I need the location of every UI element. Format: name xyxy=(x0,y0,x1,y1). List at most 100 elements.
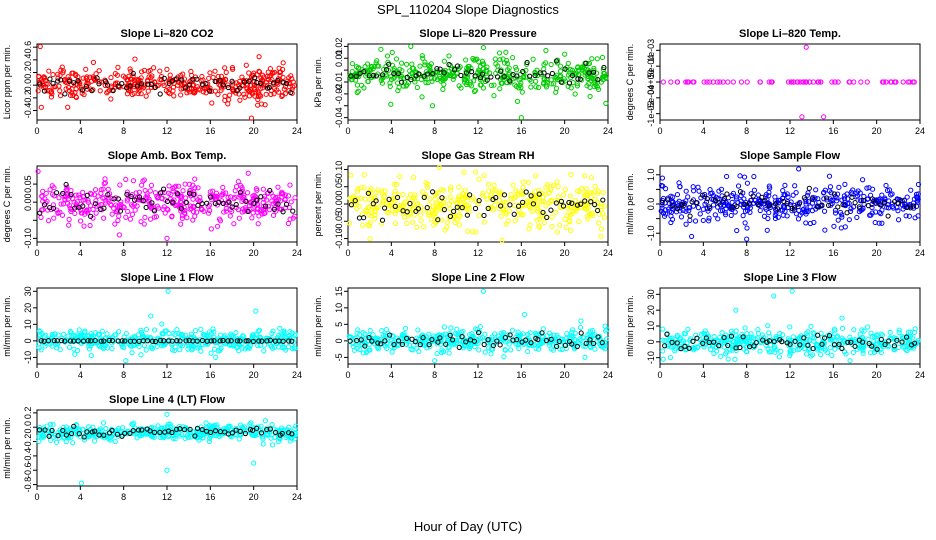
reference-point xyxy=(394,194,401,201)
reference-point xyxy=(143,204,149,211)
panel-title: Slope Li–820 Temp. xyxy=(739,28,841,40)
y-tick-label: 0.10 xyxy=(334,161,344,179)
data-point xyxy=(574,83,581,89)
reference-point xyxy=(578,201,584,207)
reference-point xyxy=(810,345,816,352)
y-tick-label: 5 xyxy=(334,322,344,327)
data-point xyxy=(207,70,213,76)
reference-point xyxy=(852,200,858,206)
data-point xyxy=(668,219,674,226)
data-point xyxy=(421,224,427,230)
reference-point xyxy=(441,207,447,213)
data-point xyxy=(260,186,266,192)
data-point xyxy=(711,350,717,357)
data-point xyxy=(99,328,105,334)
data-point xyxy=(901,197,907,204)
reference-point xyxy=(194,425,201,431)
data-point xyxy=(220,184,226,191)
data-points xyxy=(346,288,610,364)
data-point xyxy=(740,213,746,219)
data-point xyxy=(171,93,177,99)
data-point xyxy=(563,224,569,231)
reference-point xyxy=(520,199,526,205)
data-point xyxy=(760,335,767,341)
outlier-point xyxy=(213,354,219,360)
data-point xyxy=(757,348,763,354)
data-point xyxy=(461,194,467,200)
data-point xyxy=(68,330,74,336)
reference-point xyxy=(151,429,157,435)
data-point xyxy=(109,211,115,217)
data-point xyxy=(134,77,140,83)
data-point xyxy=(788,79,795,85)
y-tick-label: 0.00 xyxy=(334,195,344,213)
reference-point xyxy=(784,200,790,207)
data-point xyxy=(481,172,487,179)
plot-frame xyxy=(36,165,298,243)
data-point xyxy=(354,188,361,194)
x-tick-label: 4 xyxy=(389,248,394,258)
data-point xyxy=(414,201,420,207)
data-point xyxy=(211,334,217,340)
reference-point xyxy=(569,341,575,347)
data-point xyxy=(911,205,917,211)
data-point xyxy=(455,196,461,202)
reference-point xyxy=(819,341,825,347)
data-point xyxy=(847,358,853,364)
data-point xyxy=(397,173,403,180)
data-point xyxy=(830,197,836,204)
data-point xyxy=(715,216,721,222)
data-point xyxy=(226,425,232,431)
data-point xyxy=(476,176,482,182)
reference-point xyxy=(449,337,456,343)
reference-point xyxy=(237,189,244,195)
data-point xyxy=(357,346,363,353)
data-point xyxy=(262,418,269,424)
reference-point xyxy=(92,428,98,434)
data-point xyxy=(356,65,362,71)
y-tick-label: -0.2 xyxy=(23,90,33,106)
reference-point xyxy=(601,64,607,71)
data-point xyxy=(834,333,841,339)
reference-point xyxy=(122,430,128,436)
data-point xyxy=(782,182,788,188)
data-point xyxy=(127,76,134,82)
data-point xyxy=(691,188,697,194)
data-point xyxy=(418,217,424,224)
data-point xyxy=(563,335,570,341)
data-point xyxy=(277,325,283,331)
data-point xyxy=(803,351,810,357)
data-point xyxy=(379,328,385,334)
reference-point xyxy=(577,76,583,82)
data-point xyxy=(198,433,204,439)
reference-point xyxy=(247,427,253,433)
data-point xyxy=(282,83,289,90)
data-point xyxy=(598,233,604,239)
data-point xyxy=(872,209,879,215)
data-point xyxy=(218,345,224,351)
data-point xyxy=(367,327,373,334)
reference-point xyxy=(549,70,555,77)
reference-point xyxy=(109,337,116,344)
data-point xyxy=(207,189,213,195)
reference-point xyxy=(119,338,125,344)
reference-point xyxy=(45,338,52,344)
data-point xyxy=(410,174,417,181)
data-points xyxy=(660,288,921,364)
data-points xyxy=(347,43,609,121)
data-point xyxy=(555,184,561,190)
data-point xyxy=(879,332,886,338)
data-point xyxy=(732,356,738,362)
x-tick-label: 12 xyxy=(473,126,483,136)
data-point xyxy=(209,100,215,106)
data-point xyxy=(280,60,286,66)
data-point xyxy=(822,227,828,233)
reference-point xyxy=(796,201,802,207)
reference-point xyxy=(104,82,111,88)
data-point xyxy=(86,343,92,349)
data-point xyxy=(66,222,72,228)
data-point xyxy=(721,338,728,344)
reference-point xyxy=(37,81,43,87)
data-point xyxy=(66,344,73,350)
reference-point xyxy=(599,340,605,346)
